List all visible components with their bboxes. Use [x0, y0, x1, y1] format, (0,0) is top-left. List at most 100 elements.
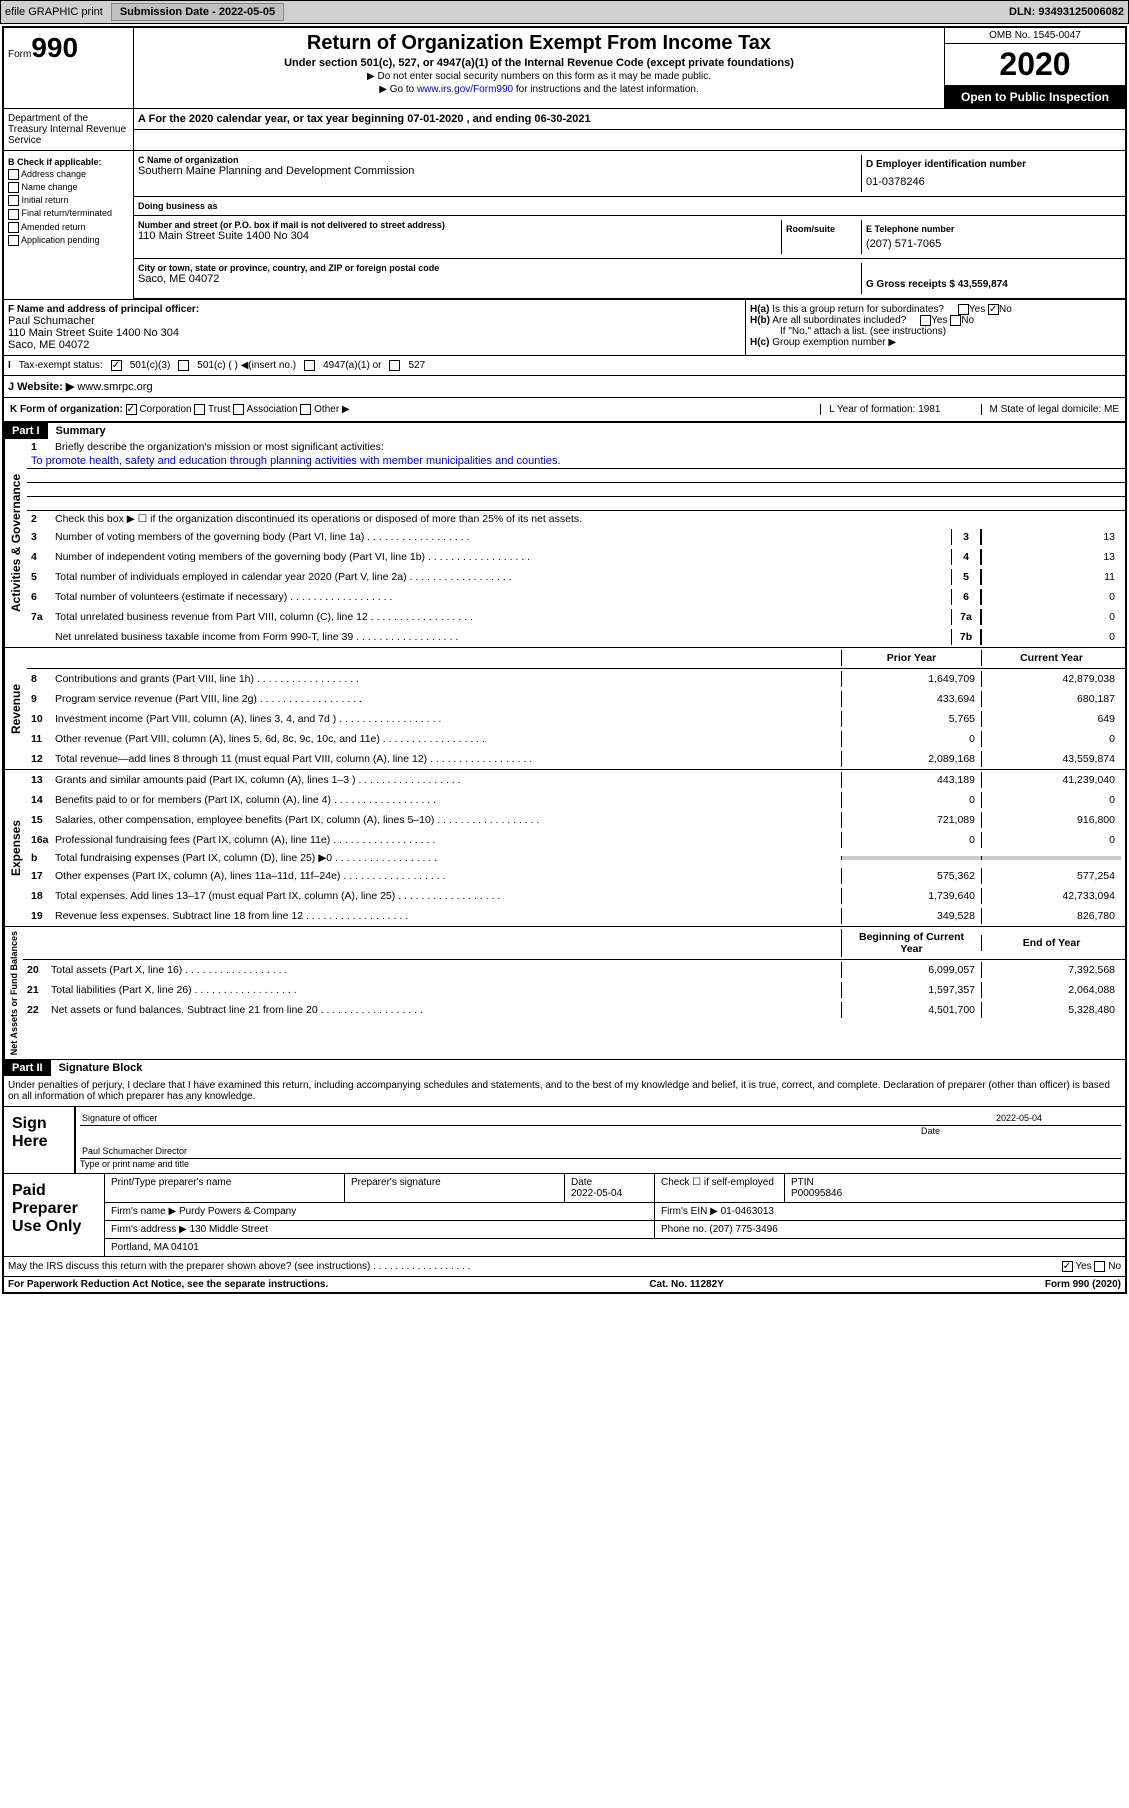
governance-body: 1Briefly describe the organization's mis…: [27, 439, 1125, 647]
discuss-row: May the IRS discuss this return with the…: [4, 1256, 1125, 1276]
instr-1: ▶ Do not enter social security numbers o…: [138, 71, 940, 82]
b-opt-5: Application pending: [21, 235, 100, 245]
col-end: End of Year: [981, 935, 1121, 951]
prior-val: 4,501,700: [841, 1002, 981, 1018]
current-val: 680,187: [981, 691, 1121, 707]
current-val: 577,254: [981, 868, 1121, 884]
line-val: 11: [981, 569, 1121, 585]
k-opt-0: Corporation: [139, 404, 191, 415]
current-val: 0: [981, 832, 1121, 848]
prior-val: 575,362: [841, 868, 981, 884]
line-val: 0: [981, 629, 1121, 645]
phone-h: Phone no.: [661, 1224, 707, 1235]
ptin-h: PTIN: [791, 1177, 814, 1188]
officer-city: Saco, ME 04072: [8, 339, 741, 351]
instr-2-post: for instructions and the latest informat…: [513, 84, 699, 95]
line-box: 6: [951, 589, 981, 605]
prep-name-h: Print/Type preparer's name: [105, 1174, 345, 1202]
hb-note: If "No," attach a list. (see instruction…: [780, 326, 1121, 337]
f-label: F Name and address of principal officer:: [8, 304, 741, 315]
prep-phone: (207) 775-3496: [709, 1224, 777, 1235]
line-text: Other revenue (Part VIII, column (A), li…: [55, 733, 841, 745]
section-c-name: C Name of organization Southern Maine Pl…: [138, 155, 861, 192]
line-box: 4: [951, 549, 981, 565]
line-box: 5: [951, 569, 981, 585]
current-val: [981, 856, 1121, 860]
line-val: 0: [981, 589, 1121, 605]
gross-receipts: G Gross receipts $ 43,559,874: [866, 279, 1117, 290]
city: Saco, ME 04072: [138, 273, 861, 285]
line-text: Total number of volunteers (estimate if …: [55, 591, 951, 603]
line-num: 9: [31, 693, 55, 705]
section-j: J Website: ▶ www.smrpc.org: [4, 375, 1125, 397]
line-row: 15Salaries, other compensation, employee…: [27, 810, 1125, 830]
line-num: 14: [31, 794, 55, 806]
dba-label: Doing business as: [138, 201, 1121, 211]
prior-val: 6,099,057: [841, 962, 981, 978]
line-num: 17: [31, 870, 55, 882]
line-val: 13: [981, 549, 1121, 565]
prior-val: 0: [841, 792, 981, 808]
vlabel-governance: Activities & Governance: [4, 439, 27, 647]
i-opt-0: 501(c)(3): [130, 360, 171, 371]
part2-header: Part II Signature Block: [4, 1060, 1125, 1076]
k-label: K Form of organization:: [10, 404, 123, 415]
ha-text: Is this a group return for subordinates?: [772, 304, 944, 315]
firm-addr: 130 Middle Street: [190, 1224, 268, 1235]
line-row: 18Total expenses. Add lines 13–17 (must …: [27, 886, 1125, 906]
hc-text: Group exemption number ▶: [772, 337, 896, 348]
i-opt-3: 527: [408, 360, 425, 371]
room-suite: Room/suite: [781, 220, 861, 254]
prior-val: 721,089: [841, 812, 981, 828]
current-val: 43,559,874: [981, 751, 1121, 767]
form-label: Form: [8, 49, 31, 60]
omb-number: OMB No. 1545-0047: [945, 28, 1125, 44]
paid-preparer: Paid Preparer Use Only: [4, 1174, 104, 1256]
hb-text: Are all subordinates included?: [772, 315, 906, 326]
efile-label: efile GRAPHIC print: [5, 6, 103, 18]
line-num: 22: [27, 1004, 51, 1016]
cat-no: Cat. No. 11282Y: [328, 1279, 1045, 1290]
prep-date-h: Date: [571, 1177, 592, 1188]
submission-btn[interactable]: Submission Date - 2022-05-05: [111, 3, 284, 21]
phone-row: Phone no. (207) 775-3496: [655, 1221, 1125, 1238]
col-prior: Prior Year: [841, 650, 981, 666]
line-row: 10Investment income (Part VIII, column (…: [27, 709, 1125, 729]
line-row: 12Total revenue—add lines 8 through 11 (…: [27, 749, 1125, 769]
b-opt-2: Initial return: [22, 195, 69, 205]
b-opt: Amended return: [8, 222, 129, 233]
current-val: 0: [981, 792, 1121, 808]
pra: For Paperwork Reduction Act Notice, see …: [8, 1279, 328, 1290]
mission-blank: [27, 497, 1125, 511]
line-num: 10: [31, 713, 55, 725]
vlabel-revenue: Revenue: [4, 648, 27, 769]
b-opt: Application pending: [8, 235, 129, 246]
street-addr: 110 Main Street Suite 1400 No 304: [138, 230, 781, 242]
line-box: 3: [951, 529, 981, 545]
line-num: 19: [31, 910, 55, 922]
b-header: B Check if applicable:: [8, 157, 129, 167]
instr-2-pre: Go to: [390, 84, 417, 95]
irs-link[interactable]: www.irs.gov/Form990: [417, 84, 513, 95]
line-row: 22Net assets or fund balances. Subtract …: [23, 1000, 1125, 1020]
vlabel-net: Net Assets or Fund Balances: [4, 927, 23, 1059]
declaration: Under penalties of perjury, I declare th…: [4, 1076, 1125, 1106]
b-opt-4: Amended return: [21, 222, 86, 232]
line-text: Other expenses (Part IX, column (A), lin…: [55, 870, 841, 882]
mission: To promote health, safety and education …: [27, 455, 1125, 469]
line-text: Program service revenue (Part VIII, line…: [55, 693, 841, 705]
line-row: 3Number of voting members of the governi…: [27, 527, 1125, 547]
prior-val: 1,649,709: [841, 671, 981, 687]
line-text: Investment income (Part VIII, column (A)…: [55, 713, 841, 725]
line-text: Total fundraising expenses (Part IX, col…: [55, 852, 841, 864]
line-num: 4: [31, 551, 55, 563]
current-val: 42,879,038: [981, 671, 1121, 687]
line-num: 18: [31, 890, 55, 902]
firm-name: Purdy Powers & Company: [179, 1206, 296, 1217]
line-text: Grants and similar amounts paid (Part IX…: [55, 774, 841, 786]
line-row: 6Total number of volunteers (estimate if…: [27, 587, 1125, 607]
line-text: Professional fundraising fees (Part IX, …: [55, 834, 841, 846]
line-row: 19Revenue less expenses. Subtract line 1…: [27, 906, 1125, 926]
line-text: Total liabilities (Part X, line 26): [51, 984, 841, 996]
line-box: 7a: [951, 609, 981, 625]
